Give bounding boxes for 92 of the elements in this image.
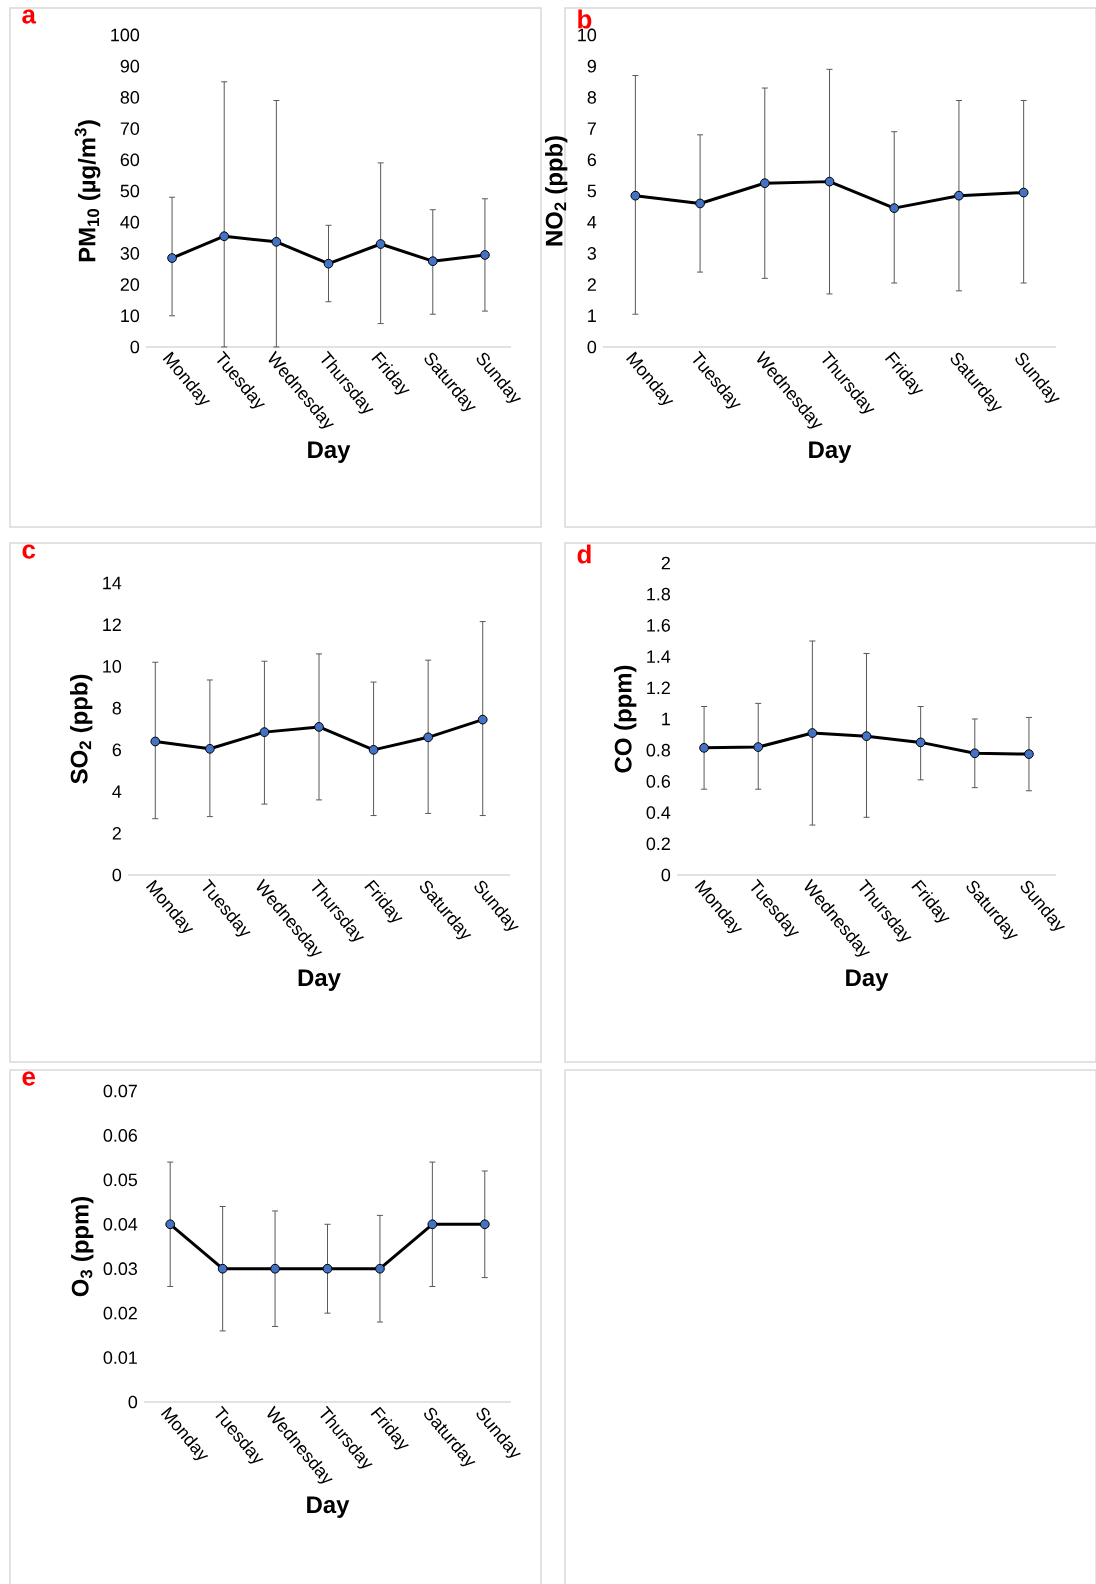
- x-axis-title: Day: [846, 969, 889, 991]
- point: [271, 236, 282, 247]
- y-tick-label: 4: [587, 216, 597, 229]
- y-tick-label: 40: [120, 215, 140, 229]
- chart-title: d: [577, 544, 591, 564]
- point: [915, 737, 926, 748]
- point: [889, 203, 900, 214]
- y-tick-label: 1.6: [647, 619, 671, 632]
- point: [219, 231, 230, 242]
- y-tick-label: 1.2: [647, 681, 670, 695]
- y-axis-title: PM$_{10}$ (µg/m$^{3}$): [74, 120, 101, 262]
- point: [954, 190, 964, 201]
- x-axis-title: Day: [308, 441, 351, 463]
- y-tick-label: 10: [578, 28, 597, 42]
- y-tick-label: 70: [120, 122, 140, 135]
- y-tick-label: 0.04: [103, 1217, 138, 1231]
- y-tick-label: 0: [128, 1395, 138, 1409]
- y-tick-label: 0.03: [103, 1262, 138, 1276]
- y-tick-label: 0.4: [646, 806, 671, 819]
- point: [427, 256, 438, 267]
- point: [1018, 187, 1029, 198]
- chart-title: b: [578, 9, 592, 29]
- y-tick-label: 1: [588, 309, 596, 322]
- point: [368, 744, 379, 755]
- point: [167, 253, 177, 263]
- y-tick-label: 14: [103, 576, 122, 590]
- y-tick-label: 10: [103, 660, 122, 673]
- y-tick-label: 6: [587, 153, 597, 167]
- y-tick-label: 0: [130, 340, 140, 354]
- y-axis-title: CO (ppm): [614, 665, 637, 773]
- point: [969, 748, 980, 759]
- y-tick-label: 3: [587, 247, 597, 260]
- y-axis-title: NO$_{2}$ (ppb): [545, 136, 568, 246]
- y-tick-label: 10: [121, 309, 140, 323]
- chart-title: e: [22, 1071, 36, 1086]
- y-tick-label: 90: [120, 59, 140, 73]
- y-tick-label: 4: [112, 785, 122, 798]
- y-tick-label: 2: [587, 278, 596, 291]
- y-tick-label: 5: [587, 184, 597, 198]
- y-tick-label: 1.4: [647, 650, 671, 663]
- y-tick-label: 9: [587, 59, 596, 73]
- y-axis-title: O$_{3}$ (ppm): [71, 1196, 94, 1297]
- y-tick-label: 8: [587, 91, 597, 104]
- point: [323, 258, 334, 269]
- y-tick-label: 100: [111, 28, 140, 42]
- y-tick-label: 2: [661, 556, 670, 570]
- y-axis-title: SO$_{2}$ (ppb): [70, 674, 93, 784]
- y-tick-label: 60: [120, 153, 140, 167]
- point: [477, 714, 488, 725]
- y-tick-label: 2: [112, 827, 121, 840]
- point: [695, 198, 705, 209]
- y-tick-label: 7: [587, 122, 596, 135]
- point: [375, 239, 386, 249]
- y-tick-label: 6: [112, 743, 122, 757]
- x-axis-title: Day: [307, 1496, 350, 1518]
- chart-title: a: [22, 9, 37, 24]
- y-tick-label: 0.01: [103, 1351, 137, 1364]
- point: [150, 736, 161, 747]
- y-tick-label: 8: [112, 701, 122, 715]
- point: [753, 742, 764, 752]
- point: [1024, 749, 1034, 759]
- y-tick-label: 80: [120, 91, 140, 104]
- point: [480, 250, 490, 260]
- x-axis-title: Day: [298, 969, 341, 991]
- y-tick-label: 20: [120, 278, 140, 291]
- point: [759, 178, 770, 189]
- point: [259, 727, 270, 737]
- point: [630, 190, 641, 201]
- y-tick-label: 0: [661, 868, 671, 882]
- y-tick-label: 0: [112, 868, 122, 882]
- y-tick-label: 0: [587, 340, 597, 354]
- y-tick-label: 0.07: [103, 1084, 137, 1098]
- point: [824, 176, 835, 187]
- y-tick-label: 0.06: [103, 1129, 138, 1142]
- y-tick-label: 0.2: [646, 837, 670, 851]
- y-tick-label: 0.05: [103, 1173, 138, 1187]
- point: [861, 731, 872, 742]
- y-tick-label: 12: [103, 618, 121, 631]
- y-tick-label: 0.02: [103, 1306, 137, 1320]
- y-tick-label: 0.6: [646, 775, 671, 788]
- point: [423, 732, 434, 743]
- point: [807, 728, 818, 738]
- x-axis-title: Day: [809, 441, 852, 463]
- chart-title: c: [22, 544, 36, 559]
- y-tick-label: 1.8: [647, 587, 671, 601]
- y-tick-label: 1: [662, 712, 670, 726]
- y-tick-label: 50: [120, 184, 140, 198]
- point: [204, 743, 215, 754]
- point: [314, 722, 324, 732]
- y-tick-label: 30: [120, 247, 140, 260]
- y-tick-label: 0.8: [646, 743, 671, 757]
- point: [699, 742, 709, 753]
